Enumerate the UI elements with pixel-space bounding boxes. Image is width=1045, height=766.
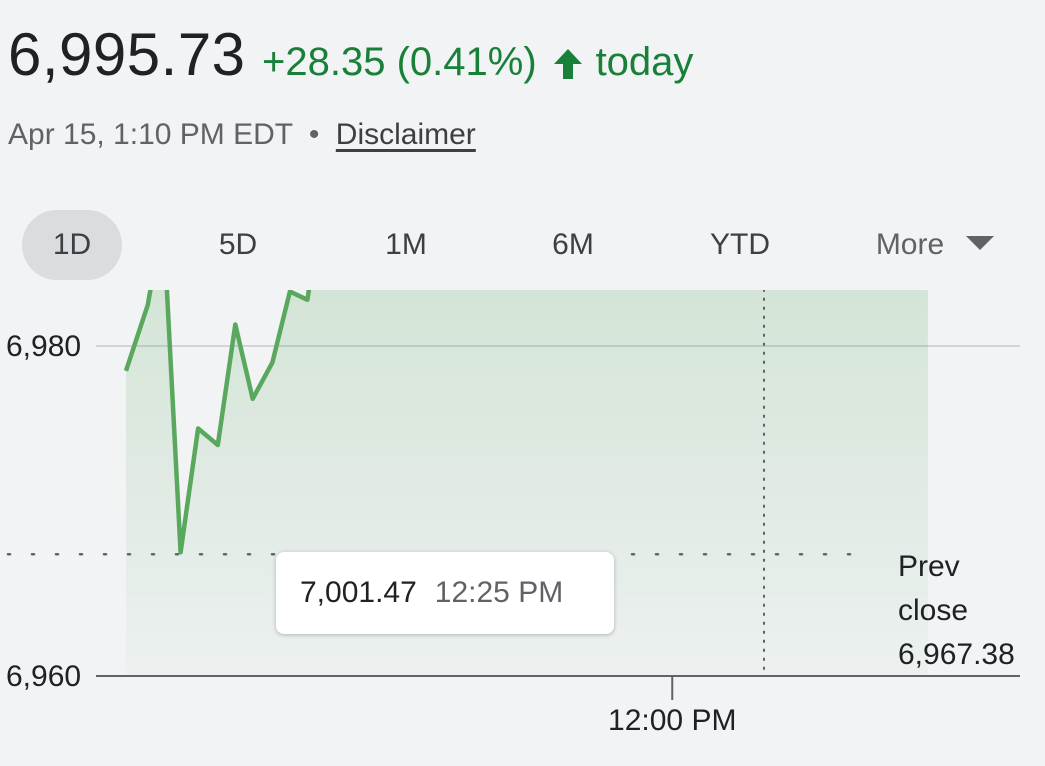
tab-5d[interactable]: 5D (218, 228, 258, 261)
current-price: 6,995.73 (8, 21, 246, 88)
caret-down-icon (966, 236, 995, 251)
change-period: today (595, 40, 694, 84)
range-tabs: 1D 5D 1M 6M YTD More (22, 210, 1022, 280)
x-tick-label: 12:00 PM (608, 704, 736, 737)
timestamp-line: Apr 15, 1:10 PM EDT • Disclaimer (8, 118, 476, 152)
tab-6m[interactable]: 6M (552, 228, 594, 261)
prev-close-line2: close (898, 594, 969, 627)
hover-tooltip: 7,001.47 12:25 PM (276, 552, 614, 634)
y-tick-label: 6,960 (6, 660, 81, 693)
price-change: +28.35 (0.41%) (262, 40, 537, 84)
price-line (123, 290, 312, 555)
prev-close-value: 6,967.38 (898, 638, 1015, 671)
quote-header: 6,995.73 +28.35 (0.41%) today (8, 20, 693, 110)
tab-1d[interactable]: 1D (22, 210, 122, 280)
separator: • (308, 118, 320, 151)
timestamp: Apr 15, 1:10 PM EDT (8, 118, 293, 151)
prev-close-label: Prev close 6,967.38 (898, 545, 1015, 677)
arrow-up-icon (551, 47, 585, 86)
more-dropdown[interactable]: More (848, 210, 1022, 280)
tab-1m[interactable]: 1M (385, 228, 427, 261)
tab-ytd[interactable]: YTD (710, 228, 770, 261)
tooltip-time: 12:25 PM (434, 576, 564, 609)
prev-close-line1: Prev (898, 550, 960, 583)
more-label: More (875, 228, 945, 261)
tooltip-value: 7,001.47 (300, 576, 417, 609)
disclaimer-link[interactable]: Disclaimer (335, 118, 476, 151)
y-tick-label: 6,980 (6, 330, 81, 363)
